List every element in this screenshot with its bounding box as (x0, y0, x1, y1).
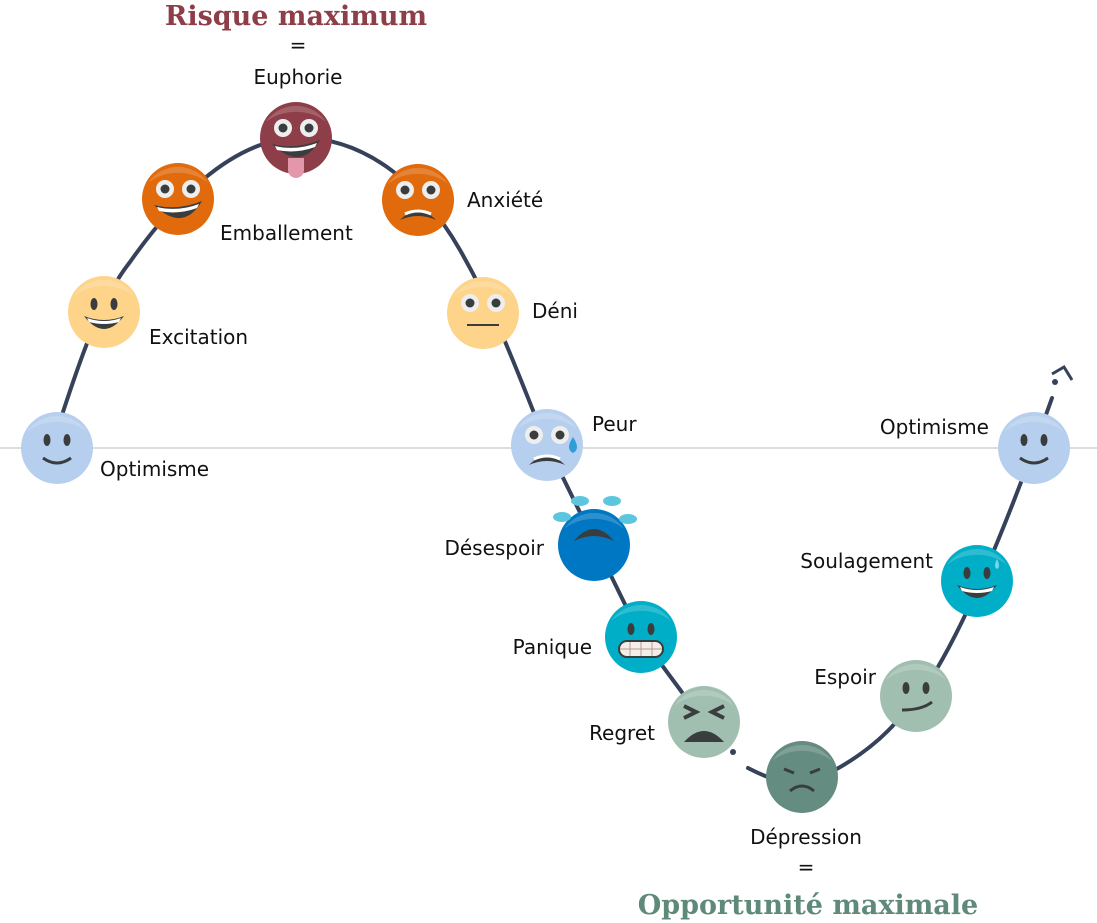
arrow-head-icon (1051, 364, 1074, 381)
label-euphorie: Euphorie (253, 65, 342, 89)
face-smile-icon (21, 412, 93, 484)
label-soulagement: Soulagement (800, 549, 933, 573)
top-title: Risque maximum (165, 1, 427, 32)
face-tired-icon (668, 686, 740, 758)
label-optimisme-start: Optimisme (100, 457, 209, 481)
face-grimace-icon (382, 164, 454, 236)
face-grin-icon (68, 276, 140, 348)
label-depression: Dépression (750, 825, 862, 849)
face-tongue-icon (260, 102, 332, 178)
label-emballement: Emballement (220, 221, 353, 245)
face-teeth-icon (605, 601, 677, 673)
label-anxiete: Anxiété (467, 188, 543, 212)
top-equals: = (290, 33, 307, 57)
curve-dot (1052, 379, 1058, 385)
label-regret: Regret (589, 721, 655, 745)
label-espoir: Espoir (814, 665, 877, 689)
face-smirk-icon (880, 660, 952, 732)
face-relieved-icon (941, 545, 1013, 617)
label-optimisme-end: Optimisme (880, 415, 989, 439)
face-smile-icon (998, 412, 1070, 484)
label-excitation: Excitation (149, 325, 248, 349)
face-big-grin-icon (142, 163, 214, 235)
bottom-equals: = (798, 855, 815, 879)
face-crying-icon (553, 496, 637, 581)
bottom-title: Opportunité maximale (638, 890, 978, 921)
label-panique: Panique (513, 635, 592, 659)
label-desespoir: Désespoir (444, 536, 544, 560)
face-neutral-icon (447, 277, 519, 349)
curve-dot (730, 749, 736, 755)
face-sad-icon (766, 741, 838, 813)
face-fearful-sweat-icon (511, 409, 583, 481)
label-peur: Peur (592, 412, 637, 436)
label-deni: Déni (532, 299, 578, 323)
